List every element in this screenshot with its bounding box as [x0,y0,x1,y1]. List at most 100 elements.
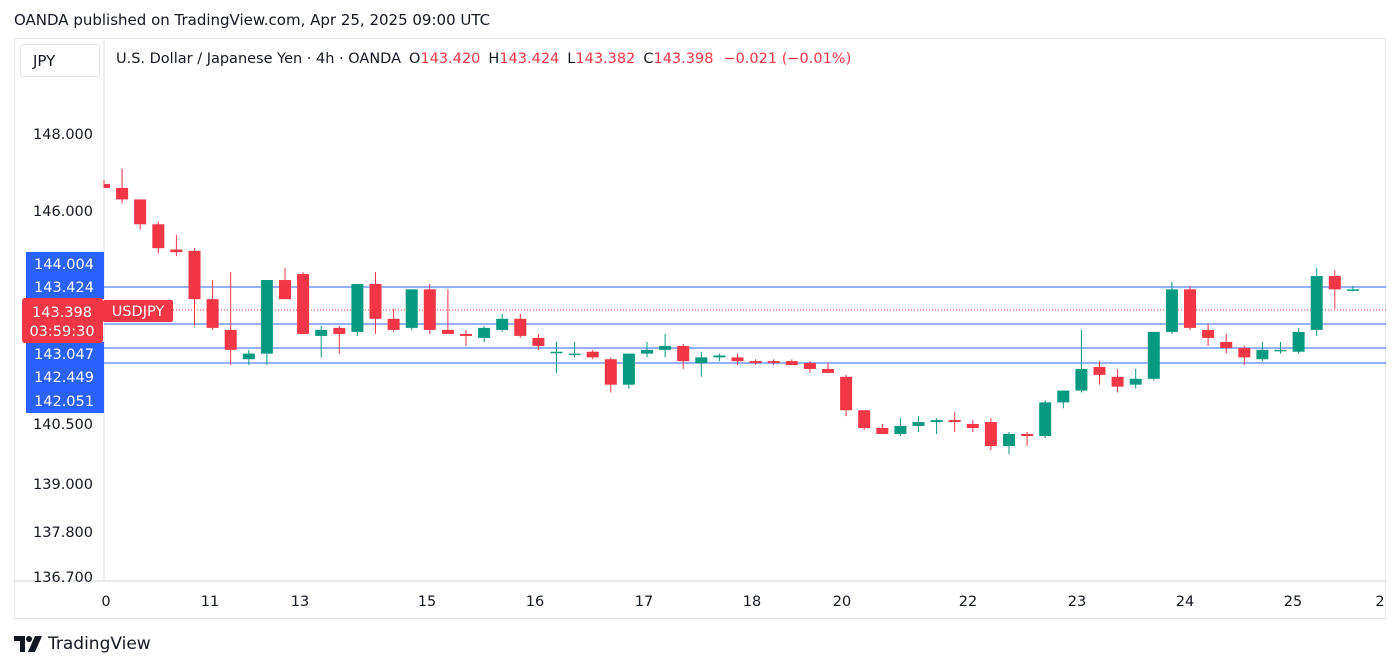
candle-body [369,283,382,319]
candle-body [1184,289,1196,328]
candle-body [803,363,816,369]
candle-body [224,329,237,350]
price-axis: 148.000 146.000 140.500 139.000 137.800 136.7… [33,127,93,586]
candle-body [423,289,436,330]
symbol-box[interactable]: JPY [20,44,100,77]
x-tick-label: 25 [1284,594,1302,610]
candle-body [496,318,509,330]
tradingview-logo[interactable]: TradingView [14,634,151,654]
x-tick-label: 0 [101,594,110,610]
last-price-badge-bg [22,298,103,343]
candle-body [104,184,110,188]
candle-body [1039,402,1052,436]
candle-body [1147,331,1160,379]
candle-body [604,359,617,385]
last-price-value: 143.398 [32,305,92,321]
candle-body [858,410,871,428]
level-badge-label: 144.004 [34,257,94,273]
x-tick-label: 18 [743,594,761,610]
legend-low-value: 143.382 [575,51,636,67]
candle-body [677,345,690,362]
candle-body [912,422,925,426]
legend-low-label: L [567,51,576,67]
candle-body [641,349,653,354]
chart-legend: U.S. Dollar / Japanese Yen · 4h · OANDA O… [116,51,851,67]
candle-body [315,329,328,336]
candle-body [713,355,726,358]
x-tick-label: 16 [526,594,544,610]
countdown-value: 03:59:30 [29,324,94,340]
candle-body [387,318,400,330]
candle-body [1220,341,1233,348]
candle-body [1111,376,1124,387]
candle-body [351,283,364,332]
candle-body [1256,349,1269,360]
level-badge-bg [26,275,104,299]
candle-body [206,299,219,328]
legend-close-label: C [643,51,654,67]
x-tick-label: 11 [201,594,219,610]
candle-body [695,357,708,364]
candle-body [659,345,672,350]
x-tick-label: 23 [1068,594,1086,610]
candle-body [1057,390,1070,403]
legend-title: U.S. Dollar / Japanese Yen · 4h · OANDA [116,51,402,67]
level-badges: 144.004 143.424 143.047 142.449 142.051 [26,252,104,413]
candle-body [1093,366,1106,375]
candle-body [840,376,853,411]
candle-body [441,329,454,334]
candle-body [568,353,581,356]
x-tick-label: 17 [635,594,653,610]
candle-body [188,250,201,300]
symbol-tag: USDJPY [112,304,165,320]
level-badge-label: 143.047 [34,347,94,363]
candle-body [134,199,147,225]
last-price-badge: 143.398 03:59:30 USDJPY [22,298,173,343]
legend-change: −0.021 (−0.01%) [723,51,852,67]
candle-body [894,426,907,434]
candle-body [822,368,834,373]
x-tick-label: 15 [418,594,436,610]
candles [103,168,1359,454]
level-badge-label: 142.449 [34,370,94,386]
y-tick-label: 137.800 [33,525,93,541]
level-badge-bg [26,342,104,366]
candle-body [1328,276,1341,290]
x-tick-label: 24 [1176,594,1194,610]
candle-body [152,224,165,249]
candle-body [260,280,273,354]
candle-body [297,274,310,334]
x-tick-label: 13 [291,594,309,610]
candle-body [586,351,599,358]
published-line: OANDA published on TradingView.com, Apr … [14,11,491,29]
candle-body [170,249,183,253]
candle-body [1310,276,1323,330]
chart-frame [14,38,1386,619]
y-tick-label: 148.000 [33,127,93,143]
candle-body [1165,289,1178,332]
tradingview-logo-icon [14,636,42,652]
candle-body [1021,434,1034,436]
legend-high-value: 143.424 [499,51,560,67]
candle-body [1238,347,1251,358]
candle-body [514,318,527,336]
candle-body [1129,378,1142,385]
y-tick-label: 146.000 [33,204,93,220]
candle-body [1202,329,1215,338]
y-tick-label: 140.500 [33,417,93,433]
candle-body [785,361,798,366]
tradingview-brand: TradingView [48,634,151,654]
level-badge-label: 143.424 [34,280,94,296]
candle-body [405,289,418,328]
candle-body [1274,349,1287,352]
candle-body [731,357,744,362]
candle-body [767,361,780,364]
legend-open-label: O [409,51,421,67]
candle-body [333,327,346,334]
candle-body [749,361,762,364]
candle-body [1003,434,1015,446]
candle-body [930,420,943,423]
time-axis: 0 11 13 15 16 17 18 20 22 23 24 25 2 [101,594,1384,610]
candle-body [1075,368,1088,391]
